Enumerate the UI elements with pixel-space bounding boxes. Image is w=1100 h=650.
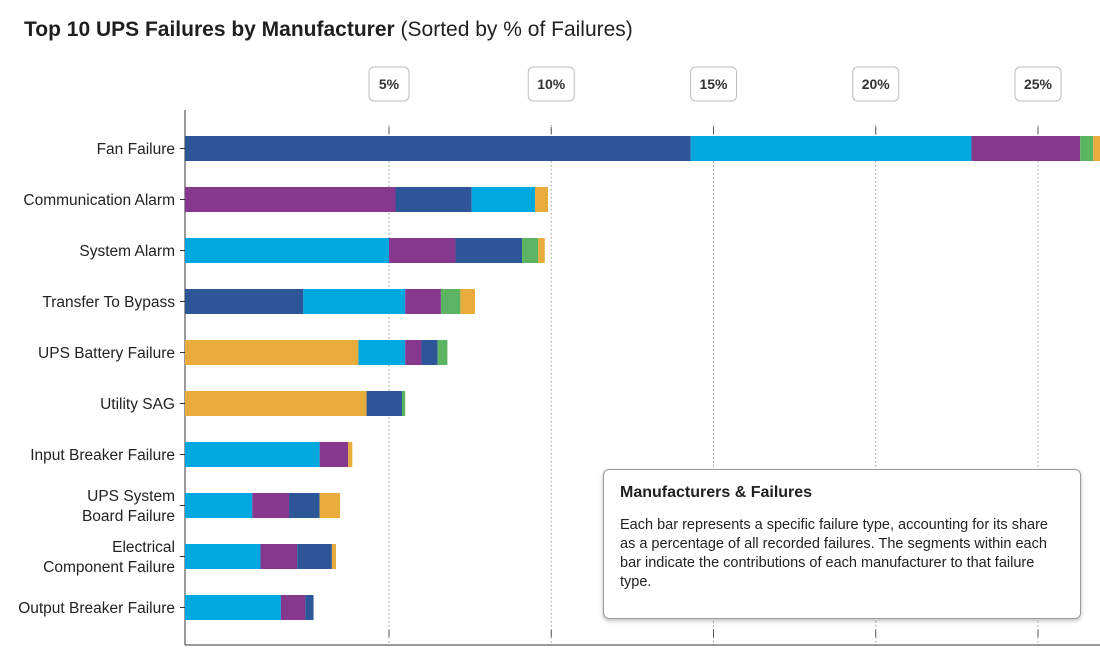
bar-segment	[471, 187, 536, 212]
category-label: Utility SAG	[100, 396, 175, 413]
bar-segment	[185, 493, 253, 518]
bar-segment	[185, 136, 691, 161]
bar-segment	[971, 136, 1081, 161]
bar-segment	[185, 238, 389, 263]
bar-segment	[401, 391, 406, 416]
bar-segment	[305, 595, 314, 620]
category-label: System Alarm	[79, 243, 175, 260]
bar-segment	[455, 238, 523, 263]
bar-segment	[405, 340, 422, 365]
bar-segment	[185, 442, 320, 467]
bar-segment	[421, 340, 438, 365]
bar-segment	[319, 493, 341, 518]
bar-segment	[185, 340, 359, 365]
tick-label: 15%	[699, 76, 728, 92]
tick-label: 25%	[1024, 76, 1053, 92]
category-label: Electrical Component Failure	[43, 539, 175, 576]
tick-label: 5%	[379, 76, 400, 92]
category-label: Output Breaker Failure	[18, 600, 175, 617]
bar-segment	[389, 238, 456, 263]
tick-label-box	[690, 66, 737, 102]
bar-segment	[185, 544, 261, 569]
bar-segment	[440, 289, 461, 314]
chart-subtitle: (Sorted by % of Failures)	[400, 18, 633, 41]
bar-segment	[1093, 136, 1100, 161]
bar-segment	[522, 238, 539, 263]
bar-segment	[348, 442, 353, 467]
tick-label-box	[1014, 66, 1062, 102]
category-label: Communication Alarm	[23, 192, 175, 209]
category-label: UPS System Board Failure	[82, 488, 175, 525]
bar-segment	[395, 187, 472, 212]
bar-segment	[437, 340, 448, 365]
bar-segment	[289, 493, 320, 518]
tick-label-box	[852, 66, 900, 102]
bar-segment	[260, 544, 298, 569]
tick-label-box	[527, 66, 575, 102]
bar-segment	[185, 289, 304, 314]
bar-segment	[185, 391, 367, 416]
bar-segment	[185, 187, 396, 212]
info-box: Manufacturers & Failures Each bar repres…	[603, 469, 1081, 619]
tick-label: 20%	[862, 76, 891, 92]
bar-segment	[538, 238, 545, 263]
bar-segment	[405, 289, 441, 314]
bar-segment	[1080, 136, 1094, 161]
chart-title: Top 10 UPS Failures by Manufacturer	[24, 18, 395, 41]
info-box-text: Each bar represents a specific failure t…	[620, 517, 1048, 590]
chart-title-area: Top 10 UPS Failures by Manufacturer (Sor…	[24, 18, 633, 42]
bar-segment	[331, 544, 336, 569]
bar-segment	[535, 187, 549, 212]
category-label: Input Breaker Failure	[30, 447, 175, 464]
bar-segment	[303, 289, 406, 314]
bar-segment	[280, 595, 306, 620]
bar-segment	[358, 340, 406, 365]
bar-segment	[690, 136, 972, 161]
category-label: Fan Failure	[97, 141, 175, 158]
bar-segment	[460, 289, 475, 314]
info-box-title: Manufacturers & Failures	[620, 484, 813, 501]
category-label: Transfer To Bypass	[42, 294, 175, 311]
tick-label: 10%	[537, 76, 566, 92]
bar-segment	[366, 391, 402, 416]
bar-segment	[297, 544, 332, 569]
bar-segment	[185, 595, 281, 620]
bar-segment	[252, 493, 290, 518]
bar-segment	[319, 442, 349, 467]
tick-label-box	[368, 66, 410, 102]
category-label: UPS Battery Failure	[38, 345, 175, 362]
